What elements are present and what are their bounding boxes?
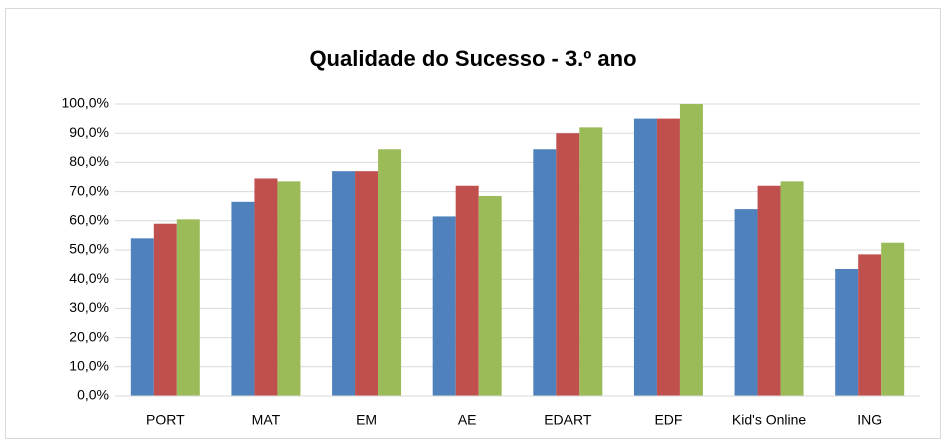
bar	[254, 178, 278, 396]
bar	[130, 238, 154, 396]
y-tick-label: 40,0%	[69, 270, 109, 286]
x-tick-label: EDF	[654, 412, 682, 428]
bar	[780, 181, 804, 396]
bar	[734, 209, 758, 396]
x-tick-label: MAT	[252, 412, 281, 428]
x-tick-label: PORT	[146, 412, 185, 428]
chart-title: Qualidade do Sucesso - 3.º ano	[309, 46, 636, 71]
y-tick-label: 10,0%	[69, 358, 109, 374]
bar	[478, 195, 502, 396]
bar	[679, 104, 703, 396]
bar	[579, 127, 603, 397]
bar	[432, 216, 456, 396]
bar	[556, 133, 580, 396]
y-tick-label: 90,0%	[69, 124, 109, 140]
y-tick-label: 50,0%	[69, 241, 109, 257]
bar	[835, 268, 859, 396]
x-tick-label: ING	[857, 412, 882, 428]
y-tick-label: 80,0%	[69, 153, 109, 169]
y-tick-label: 0,0%	[77, 387, 109, 403]
y-tick-label: 20,0%	[69, 328, 109, 344]
x-tick-label: AE	[458, 412, 477, 428]
bar	[355, 171, 379, 396]
y-tick-label: 60,0%	[69, 212, 109, 228]
bar	[533, 149, 557, 396]
bar	[176, 219, 200, 396]
y-tick-label: 30,0%	[69, 299, 109, 315]
bar	[153, 223, 177, 396]
bar	[332, 171, 356, 396]
bar	[656, 118, 680, 396]
x-tick-label: EM	[356, 412, 377, 428]
x-tick-label: Kid's Online	[732, 412, 806, 428]
bar	[757, 185, 781, 396]
bar	[881, 242, 905, 396]
bar	[858, 254, 882, 396]
bar	[455, 185, 479, 396]
bar	[378, 149, 402, 396]
x-tick-label: EDART	[544, 412, 592, 428]
bar	[277, 181, 301, 396]
bar	[231, 201, 255, 396]
bar	[633, 118, 657, 396]
y-tick-label: 100,0%	[62, 95, 109, 111]
y-tick-label: 70,0%	[69, 182, 109, 198]
